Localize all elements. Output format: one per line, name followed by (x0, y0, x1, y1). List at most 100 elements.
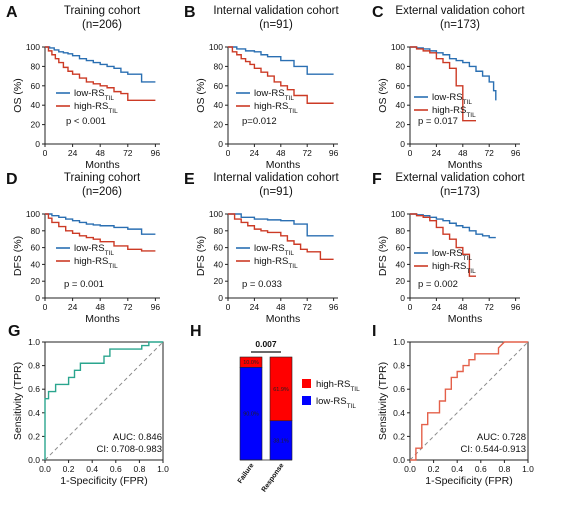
panel-title: Training cohort (64, 5, 141, 17)
legend-label-high: high-RSTIL (74, 256, 118, 270)
legend-label-high-subscript: TIL (108, 263, 118, 270)
panel-subtitle: (n=173) (440, 186, 480, 198)
x-axis-title: Months (448, 159, 482, 171)
y-tick-label: 0 (400, 139, 405, 149)
y-tick-label: 60 (31, 243, 41, 253)
y-tick-label: 80 (214, 61, 224, 71)
legend-label-high-main: high-RS (432, 261, 466, 272)
panel-title: Training cohort (64, 172, 141, 184)
y-tick-label: 80 (214, 226, 224, 236)
ci-label: CI: 0.544-0.913 (461, 444, 527, 455)
y-axis-title: Sensitivity (TPR) (12, 362, 24, 440)
legend-label-low-subscript: TIL (285, 250, 295, 257)
y-tick-label: 60 (214, 81, 224, 91)
legend-label-low-subscript: TIL (285, 95, 295, 102)
panel-title: External validation cohort (395, 5, 525, 17)
legend-label-low-main: low-RS (74, 243, 105, 254)
x-tick-label: 0.8 (498, 464, 510, 474)
y-tick-label: 0 (35, 293, 40, 303)
x-tick-label: 24 (250, 148, 260, 158)
legend-label-low-main: low-RS (316, 396, 347, 407)
legend-label-low: low-RSTIL (74, 243, 114, 257)
x-tick-label: 48 (95, 302, 105, 312)
panel-subtitle: (n=91) (259, 186, 293, 198)
legend-label-low-subscript: TIL (105, 95, 115, 102)
x-axis-title: Months (448, 313, 482, 325)
x-tick-label: 72 (302, 148, 312, 158)
plot-frame (409, 341, 529, 461)
x-tick-label: 0 (408, 148, 413, 158)
legend-label-high-subscript: TIL (466, 112, 476, 119)
y-tick-label: 1.0 (28, 337, 40, 347)
bar-panel-h: H 10.0% 90.0% Failure 61.9% 38.1% Response 0.00… (190, 323, 360, 494)
y-tick-label: 100 (209, 209, 223, 219)
p-value: p = 0.033 (242, 279, 282, 290)
panel-subtitle: (n=206) (82, 19, 122, 31)
y-tick-label: 0.2 (393, 431, 405, 441)
x-tick-label: 24 (250, 302, 260, 312)
legend-label-low-subscript: TIL (463, 99, 473, 106)
x-tick-label: 72 (302, 302, 312, 312)
legend-label-low-subscript: TIL (463, 255, 473, 262)
x-tick-label: 48 (276, 302, 286, 312)
y-tick-label: 0.8 (393, 361, 405, 371)
y-tick-label: 20 (396, 276, 406, 286)
curve-low-rs (228, 46, 334, 75)
curve-low-rs (410, 46, 497, 101)
y-tick-label: 0.4 (28, 408, 40, 418)
category-label: Response (261, 462, 286, 494)
y-axis-title: DFS (%) (12, 236, 24, 276)
legend-label-high-main: high-RS (432, 105, 466, 116)
curve-high-rs (228, 213, 334, 261)
p-value: p = 0.017 (418, 116, 458, 127)
panel-letter: D (6, 171, 18, 188)
x-axis-title: Months (85, 313, 119, 325)
x-tick-label: 0.0 (39, 464, 51, 474)
panel-letter: F (372, 171, 382, 188)
legend-label-low-main: low-RS (254, 88, 285, 99)
x-tick-label: 24 (68, 302, 78, 312)
panel-title: Internal validation cohort (213, 5, 339, 17)
p-value: p = 0.001 (64, 279, 104, 290)
y-tick-label: 100 (391, 42, 405, 52)
x-tick-label: 72 (484, 148, 494, 158)
km-panel-d: D Training cohort (n=206) 0 20 40 60 80 100 0 24 48… (6, 171, 160, 325)
significance-pvalue: 0.007 (255, 339, 277, 349)
legend-swatch-low (302, 396, 311, 405)
y-tick-label: 80 (396, 61, 406, 71)
legend-label-low: low-RSTIL (316, 396, 356, 410)
curve-low-rs (45, 213, 156, 235)
bar-low-value: 90.0% (243, 412, 259, 418)
km-panel-e: E Internal validation cohort (n=91) 0 20 40 60… (184, 171, 339, 325)
legend-label-low-main: low-RS (254, 243, 285, 254)
legend-label-high-subscript: TIL (466, 268, 476, 275)
y-tick-label: 0.2 (28, 431, 40, 441)
x-tick-label: 0.4 (86, 464, 98, 474)
roc-panel-i: I 0.0 0.2 0.4 0.6 0.8 1.0 0.0 0.2 0.4 0.6 0.8 1.0 1-S… (372, 323, 534, 487)
legend-label-high: high-RSTIL (316, 379, 360, 393)
x-tick-label: 0.2 (428, 464, 440, 474)
legend-swatch-high (302, 379, 311, 388)
y-tick-label: 80 (31, 226, 41, 236)
y-tick-label: 60 (396, 81, 406, 91)
y-tick-label: 100 (209, 42, 223, 52)
y-tick-label: 100 (26, 42, 40, 52)
legend-label-high-main: high-RS (74, 256, 108, 267)
roc-curve (44, 341, 163, 460)
x-tick-label: 96 (151, 148, 161, 158)
km-panel-b: B Internal validation cohort (n=91) 0 20 40 60… (184, 4, 339, 171)
y-tick-label: 0.6 (393, 384, 405, 394)
legend-label-low: low-RSTIL (432, 92, 472, 106)
y-tick-label: 80 (31, 61, 41, 71)
p-value: p < 0.001 (66, 116, 106, 127)
x-tick-label: 0 (43, 148, 48, 158)
x-tick-label: 72 (123, 302, 133, 312)
y-axis-title: DFS (%) (195, 236, 207, 276)
x-tick-label: 96 (511, 148, 521, 158)
panel-letter: A (6, 4, 18, 21)
panel-subtitle: (n=91) (259, 19, 293, 31)
x-tick-label: 48 (458, 148, 468, 158)
y-tick-label: 0 (218, 293, 223, 303)
x-tick-label: 0 (226, 148, 231, 158)
